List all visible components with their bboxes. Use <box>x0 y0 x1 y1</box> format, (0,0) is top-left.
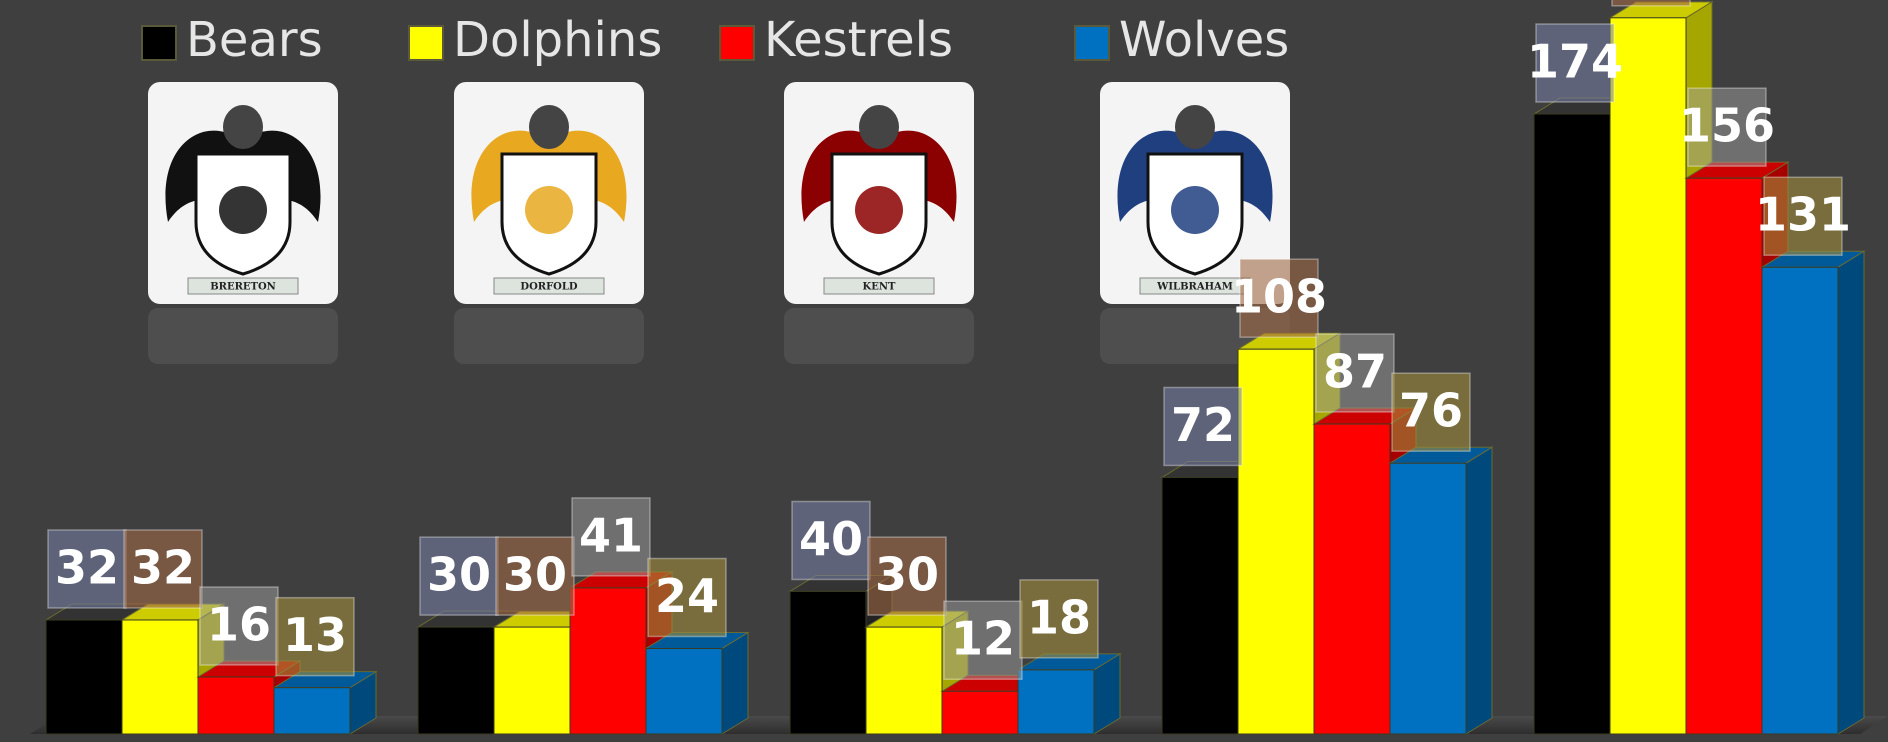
crest-charge <box>1171 186 1219 234</box>
bar <box>1314 424 1390 734</box>
crest-charge <box>219 186 267 234</box>
value-label: 41 <box>579 508 643 562</box>
bar <box>942 691 1018 734</box>
legend-swatch <box>409 26 443 60</box>
crest-name: DORFOLD <box>520 282 578 293</box>
legend-swatch <box>142 26 176 60</box>
legend-label: Bears <box>186 12 323 68</box>
crest-reflection <box>148 308 338 364</box>
value-label: 76 <box>1399 384 1463 438</box>
bar <box>418 627 494 734</box>
value-label: 40 <box>799 512 863 566</box>
value-label: 30 <box>427 548 491 602</box>
value-label: 16 <box>207 597 271 651</box>
bar <box>570 588 646 734</box>
crest-helm <box>1175 105 1215 149</box>
bar <box>1018 670 1094 734</box>
value-label: 13 <box>283 608 347 662</box>
legend-swatch <box>1075 26 1109 60</box>
crest-helm <box>859 105 899 149</box>
value-label: 32 <box>131 540 195 594</box>
page: {"chart_data": {"type": "bar3d", "series… <box>0 0 1888 742</box>
value-label: 87 <box>1323 345 1387 399</box>
legend-label: Wolves <box>1119 12 1289 68</box>
crest-helm <box>529 105 569 149</box>
crest-name: BRERETON <box>210 282 276 293</box>
bar <box>198 677 274 734</box>
crest-name: WILBRAHAM <box>1156 282 1233 293</box>
bar <box>46 620 122 734</box>
value-label: 174 <box>1527 35 1623 89</box>
bar-side <box>722 632 748 734</box>
value-label-box <box>1612 0 1690 6</box>
chart: Bears Dolphins Kestrels Wolves BRERETON DORF… <box>0 0 1888 742</box>
crest-charge <box>525 186 573 234</box>
crest-charge <box>855 186 903 234</box>
bar <box>1390 463 1466 734</box>
bar <box>866 627 942 734</box>
value-label: 131 <box>1755 188 1851 242</box>
value-label: 18 <box>1027 590 1091 644</box>
crest-name: KENT <box>863 282 896 293</box>
legend-label: Dolphins <box>453 12 662 68</box>
bar <box>1238 349 1314 734</box>
value-label: 108 <box>1231 270 1327 324</box>
bar <box>1762 267 1838 734</box>
bar-side <box>1466 447 1492 734</box>
value-label: 24 <box>655 569 719 623</box>
legend-label: Kestrels <box>764 12 953 68</box>
value-label: 30 <box>875 548 939 602</box>
bar <box>274 688 350 734</box>
legend-swatch <box>720 26 754 60</box>
bar <box>494 627 570 734</box>
value-label: 32 <box>55 540 119 594</box>
bar <box>122 620 198 734</box>
value-label: 30 <box>503 548 567 602</box>
crest-reflection <box>454 308 644 364</box>
bar <box>1534 114 1610 734</box>
bar-side <box>1838 251 1864 734</box>
crest-reflection <box>784 308 974 364</box>
bar <box>1162 477 1238 734</box>
crest-helm <box>223 105 263 149</box>
bar <box>646 648 722 734</box>
bar <box>790 591 866 734</box>
value-label: 72 <box>1171 398 1235 452</box>
bar <box>1686 178 1762 734</box>
value-label: 156 <box>1679 99 1775 153</box>
value-label: 12 <box>951 612 1015 666</box>
bar <box>1610 18 1686 734</box>
